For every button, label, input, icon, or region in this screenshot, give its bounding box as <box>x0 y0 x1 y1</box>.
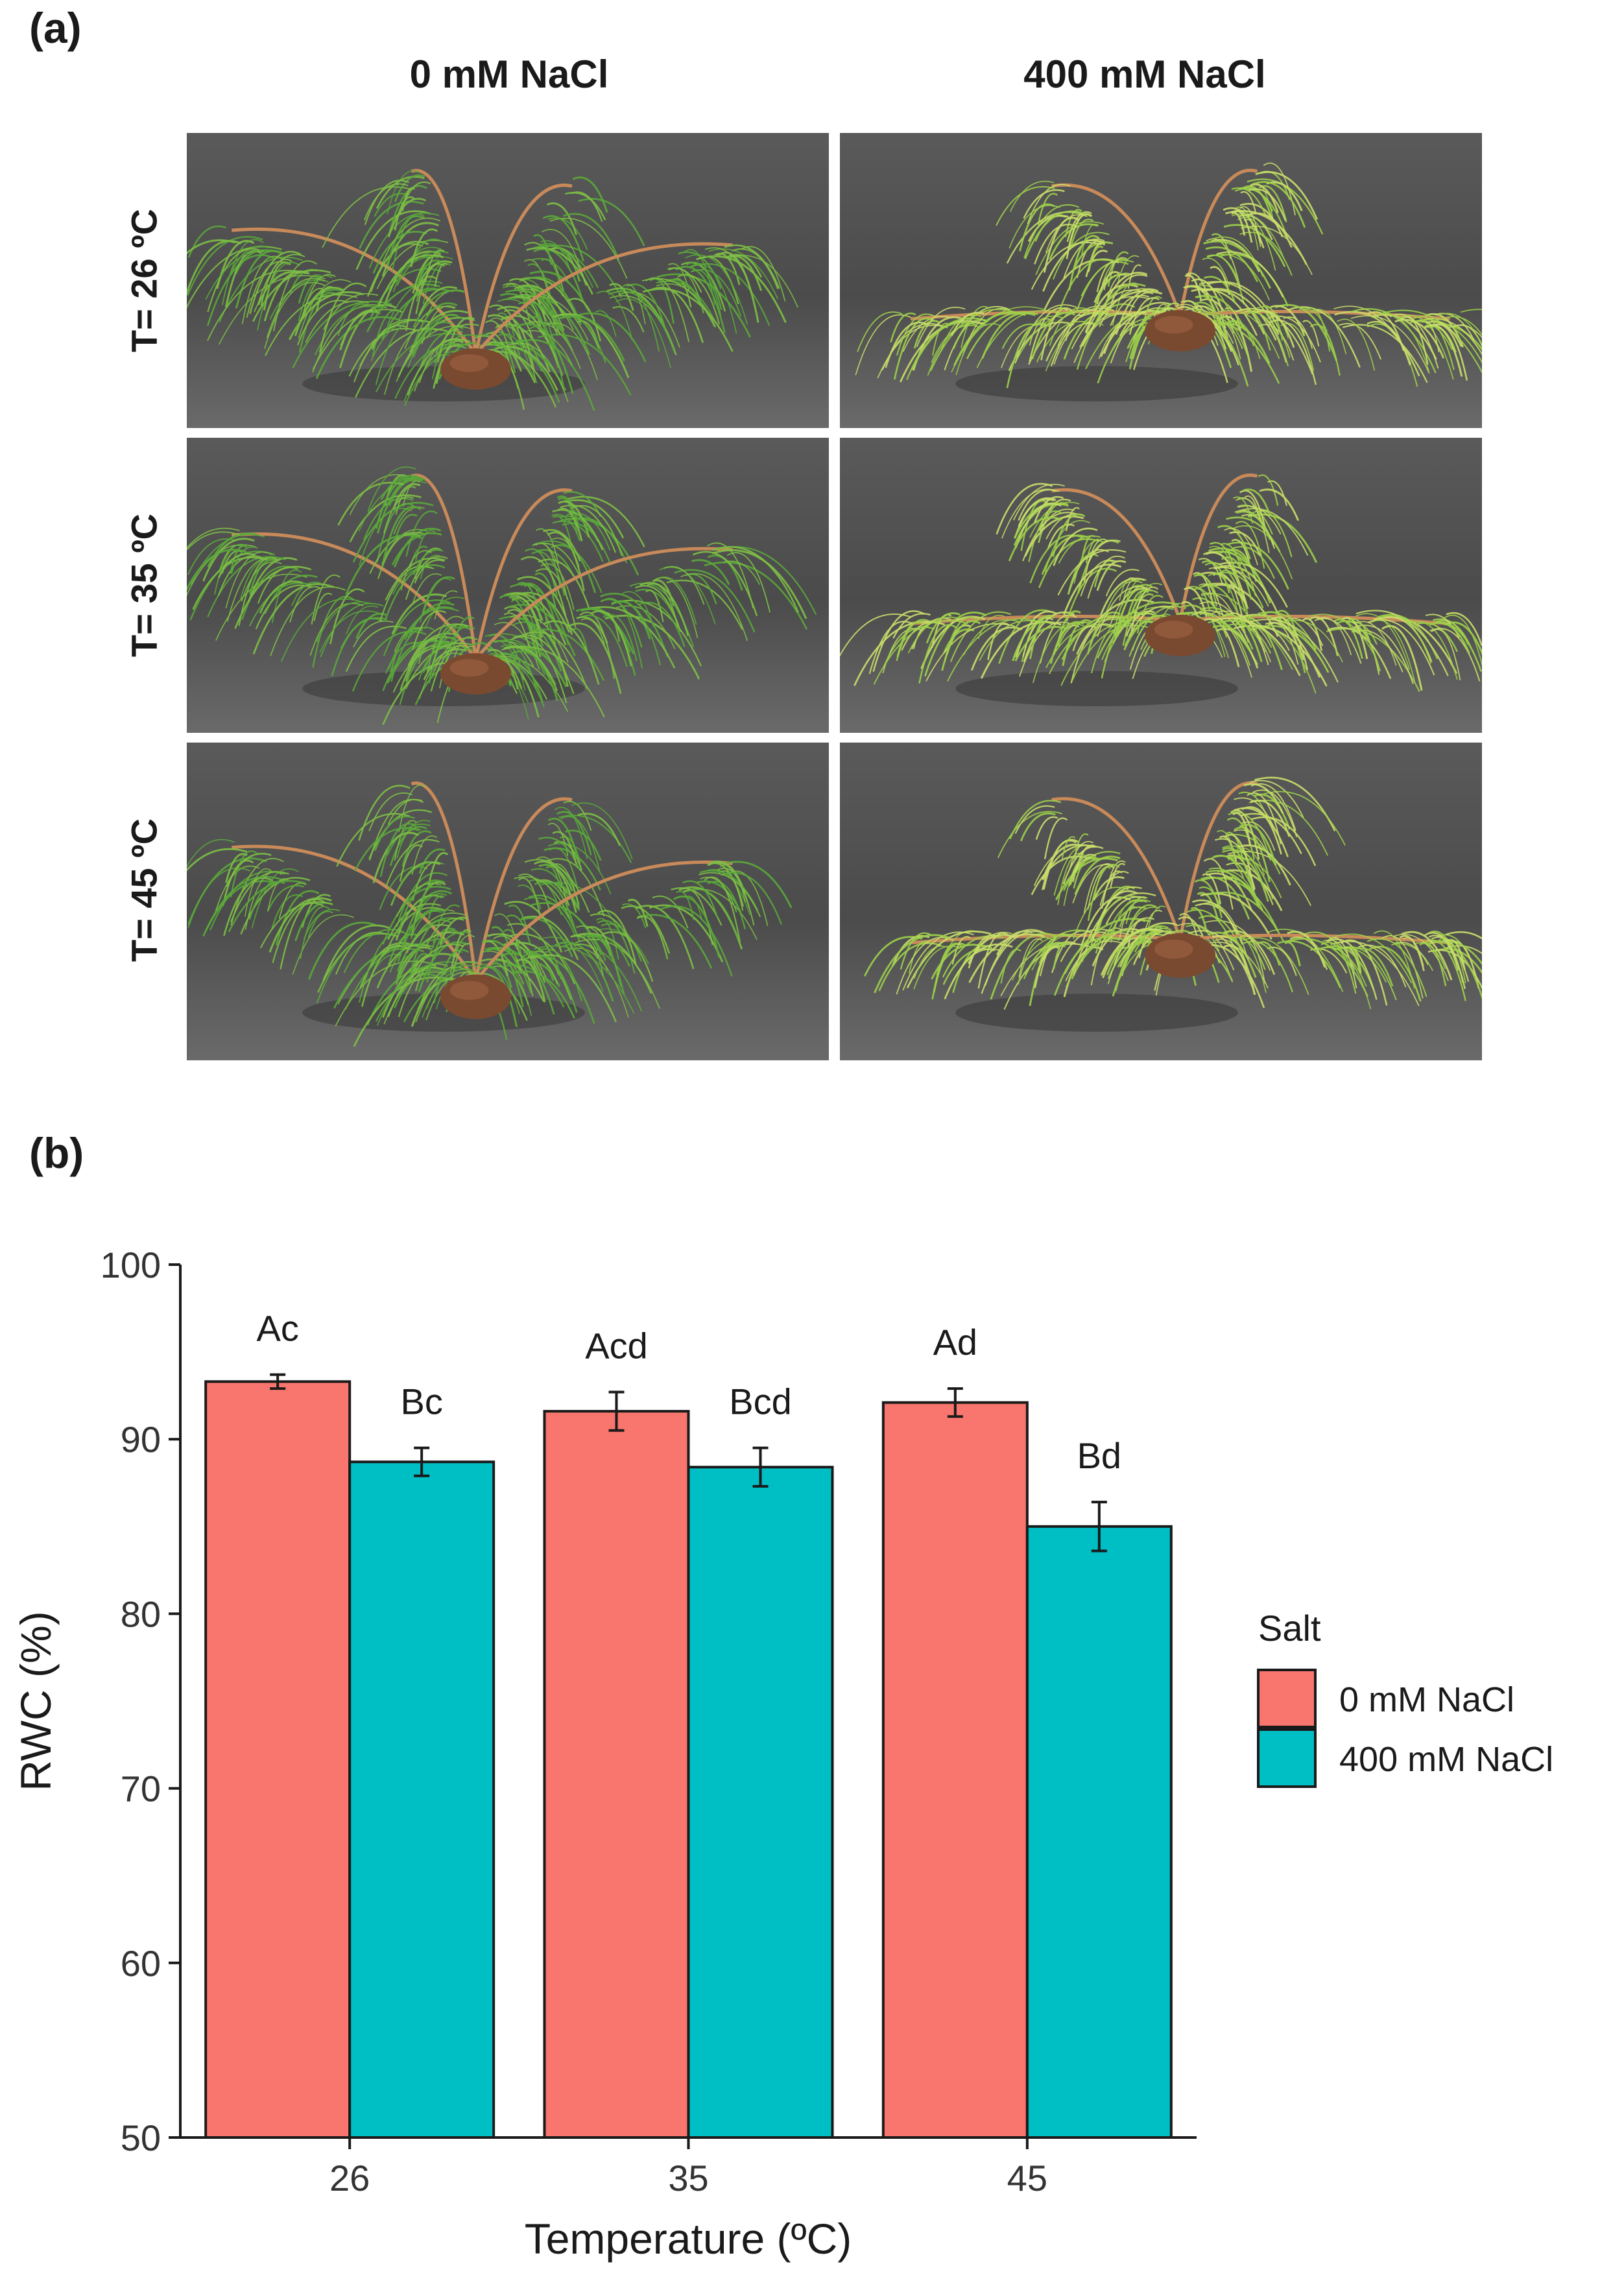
column-header-salt: 400 mM NaCl <box>1023 53 1266 96</box>
significance-label: Bc <box>400 1381 442 1422</box>
y-tick-label: 60 <box>121 1943 161 1984</box>
y-axis-label: RWC (%) <box>12 1611 60 1791</box>
photo-control-45C <box>187 743 829 1060</box>
panel-a-label: (a) <box>29 4 82 52</box>
row-label-35: T= 35 ºC <box>123 513 165 658</box>
significance-label: Ac <box>256 1308 298 1349</box>
panel-b-label: (b) <box>29 1129 84 1177</box>
y-tick-label: 80 <box>121 1593 161 1634</box>
y-tick-label: 90 <box>121 1419 161 1460</box>
x-tick-label: 26 <box>329 2158 370 2198</box>
significance-label: Ad <box>933 1322 978 1363</box>
bar-control-45 <box>881 1401 1029 2139</box>
legend-swatch-salt <box>1257 1728 1317 1788</box>
y-tick-label: 70 <box>121 1769 161 1809</box>
bar-salt-26 <box>348 1460 496 2139</box>
legend-swatch-control <box>1257 1669 1317 1728</box>
photo-salt-35C <box>840 438 1482 733</box>
bar-control-26 <box>204 1380 352 2139</box>
x-tick-label: 45 <box>1007 2158 1047 2198</box>
legend: Salt 0 mM NaCl 400 mM NaCl <box>1257 1608 1553 1788</box>
legend-title: Salt <box>1258 1608 1321 1649</box>
x-axis-ticks: 26 35 45 <box>329 2138 1047 2198</box>
significance-label: Bcd <box>729 1381 792 1422</box>
bar-salt-45 <box>1025 1525 1173 2139</box>
error-bars <box>270 1373 1107 1553</box>
row-label-26: T= 26 ºC <box>123 208 165 353</box>
photo-control-26C <box>187 133 829 428</box>
photo-salt-45C <box>840 743 1482 1060</box>
photo-control-35C <box>187 438 829 733</box>
bars <box>204 1380 1173 2139</box>
y-axis-ticks: 50 60 70 80 90 100 <box>101 1245 180 2158</box>
significance-labels: Ac Bc Acd Bcd Ad Bd <box>256 1308 1121 1477</box>
bar-control-35 <box>543 1410 690 2139</box>
x-axis-label: Temperature (ºC) <box>525 2215 852 2263</box>
photo-salt-26C <box>840 133 1482 428</box>
y-tick-label: 50 <box>121 2117 161 2158</box>
bar-salt-35 <box>687 1466 834 2139</box>
rwc-bar-chart: 50 60 70 80 90 100 Ac Bc Acd Bcd Ad Bd 26 35 45 Temp… <box>12 1245 1553 2263</box>
row-label-45: T= 45 ºC <box>123 818 165 962</box>
x-tick-label: 35 <box>668 2158 708 2198</box>
significance-label: Bd <box>1077 1435 1122 1476</box>
column-header-control: 0 mM NaCl <box>409 53 609 96</box>
y-tick-label: 100 <box>101 1245 161 1285</box>
legend-label-salt: 400 mM NaCl <box>1339 1740 1553 1779</box>
significance-label: Acd <box>585 1326 648 1366</box>
legend-label-control: 0 mM NaCl <box>1339 1680 1514 1719</box>
